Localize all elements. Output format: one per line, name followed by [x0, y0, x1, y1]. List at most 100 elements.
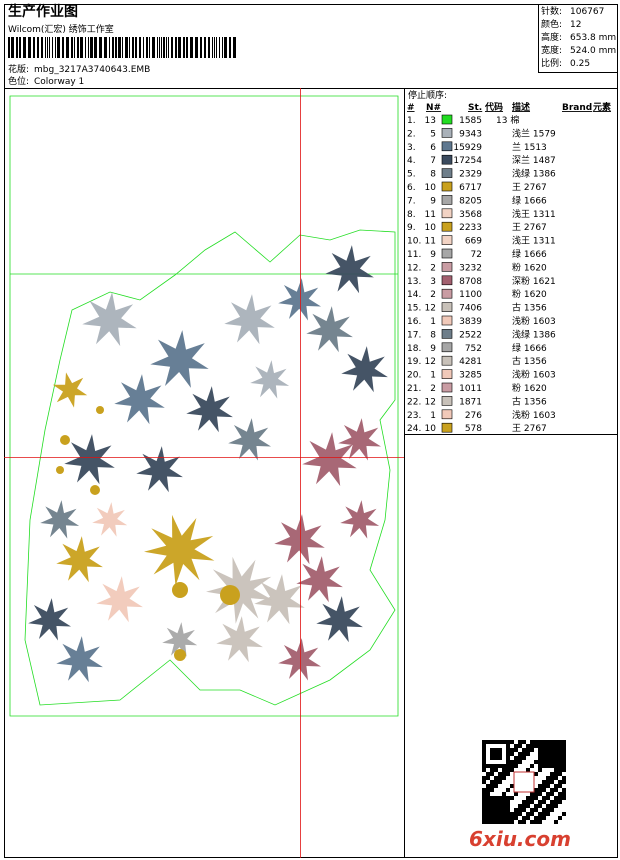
- qr-module: [542, 784, 546, 788]
- qr-module: [502, 804, 506, 808]
- qr-module: [546, 784, 550, 788]
- row-description: 深粉 1621: [512, 275, 556, 287]
- row-description: 古 1356: [512, 302, 547, 314]
- qr-module: [562, 792, 566, 796]
- qr-module: [562, 788, 566, 792]
- color-swatch: [441, 114, 453, 125]
- qr-module: [506, 748, 510, 752]
- qr-module: [494, 784, 498, 788]
- qr-module: [538, 816, 542, 820]
- row-description: 浅绿 1386: [512, 168, 556, 180]
- qr-module: [550, 788, 554, 792]
- qr-module: [534, 772, 538, 776]
- qr-module: [482, 764, 486, 768]
- bar: [161, 37, 162, 58]
- qr-module: [490, 808, 494, 812]
- qr-module: [510, 796, 514, 800]
- qr-module: [526, 768, 530, 772]
- column-header: Brand: [562, 103, 592, 113]
- qr-module: [542, 752, 546, 756]
- qr-module: [518, 760, 522, 764]
- qr-module: [506, 768, 510, 772]
- qr-module: [534, 816, 538, 820]
- qr-module: [550, 760, 554, 764]
- qr-module: [550, 800, 554, 804]
- color-swatch: [441, 315, 453, 326]
- qr-module: [506, 744, 510, 748]
- qr-module: [518, 744, 522, 748]
- row-description: 深兰 1487: [512, 154, 556, 166]
- qr-module: [494, 740, 498, 744]
- motif: [92, 502, 128, 537]
- qr-module: [546, 744, 550, 748]
- row-needle: 11: [425, 237, 436, 247]
- row-stitches: 3568: [459, 210, 482, 220]
- row-index: 23.: [407, 411, 421, 421]
- color-swatch: [441, 382, 453, 393]
- bar: [77, 37, 79, 58]
- qr-module: [546, 752, 550, 756]
- qr-module: [498, 804, 502, 808]
- qr-module: [522, 756, 526, 760]
- qr-module: [546, 756, 550, 760]
- info-value: 653.8 mm: [570, 33, 616, 43]
- qr-module: [514, 812, 518, 816]
- qr-module: [482, 816, 486, 820]
- qr-module: [494, 800, 498, 804]
- motif: [52, 372, 88, 408]
- bar: [19, 37, 21, 58]
- info-value: 524.0 mm: [570, 46, 616, 56]
- qr-module: [490, 764, 494, 768]
- motif: [224, 294, 275, 345]
- flower-center: [56, 466, 64, 474]
- qr-module: [554, 740, 558, 744]
- qr-module: [562, 756, 566, 760]
- bar: [23, 37, 26, 58]
- qr-module: [546, 808, 550, 812]
- qr-module: [498, 752, 502, 756]
- motif: [302, 432, 357, 487]
- color-swatch: [441, 355, 453, 366]
- qr-module: [482, 796, 486, 800]
- color-swatch: [441, 235, 453, 245]
- row-stitches: 4281: [459, 357, 482, 367]
- qr-module: [558, 800, 562, 804]
- qr-module: [530, 820, 534, 824]
- qr-module: [498, 796, 502, 800]
- qr-module: [542, 764, 546, 768]
- bar: [152, 37, 155, 58]
- qr-module: [538, 792, 542, 796]
- qr-module: [538, 800, 542, 804]
- qr-module: [502, 764, 506, 768]
- motif: [250, 360, 290, 399]
- row-stitches: 3232: [459, 263, 482, 273]
- qr-module: [538, 784, 542, 788]
- info-label: 高度:: [541, 31, 562, 43]
- row-needle: 9: [430, 196, 436, 206]
- bar: [47, 37, 48, 58]
- qr-module: [538, 756, 542, 760]
- row-stitches: 7406: [459, 304, 482, 314]
- qr-module: [514, 808, 518, 812]
- qr-module: [562, 796, 566, 800]
- color-swatch: [441, 288, 453, 299]
- qr-module: [534, 744, 538, 748]
- qr-module: [554, 748, 558, 752]
- qr-module: [482, 776, 486, 780]
- qr-module: [502, 816, 506, 820]
- row-description: 古 1356: [512, 355, 547, 367]
- row-description: 13 棉: [496, 114, 519, 126]
- row-index: 3.: [407, 143, 416, 153]
- qr-module: [506, 800, 510, 804]
- qr-module: [550, 780, 554, 784]
- row-index: 18.: [407, 344, 421, 354]
- row-index: 14.: [407, 290, 421, 300]
- qr-module: [502, 812, 506, 816]
- qr-module: [550, 772, 554, 776]
- bar: [55, 37, 56, 58]
- qr-module: [498, 772, 502, 776]
- qr-module: [510, 812, 514, 816]
- bar: [118, 37, 121, 58]
- row-description: 古 1356: [512, 395, 547, 407]
- bar: [135, 37, 137, 58]
